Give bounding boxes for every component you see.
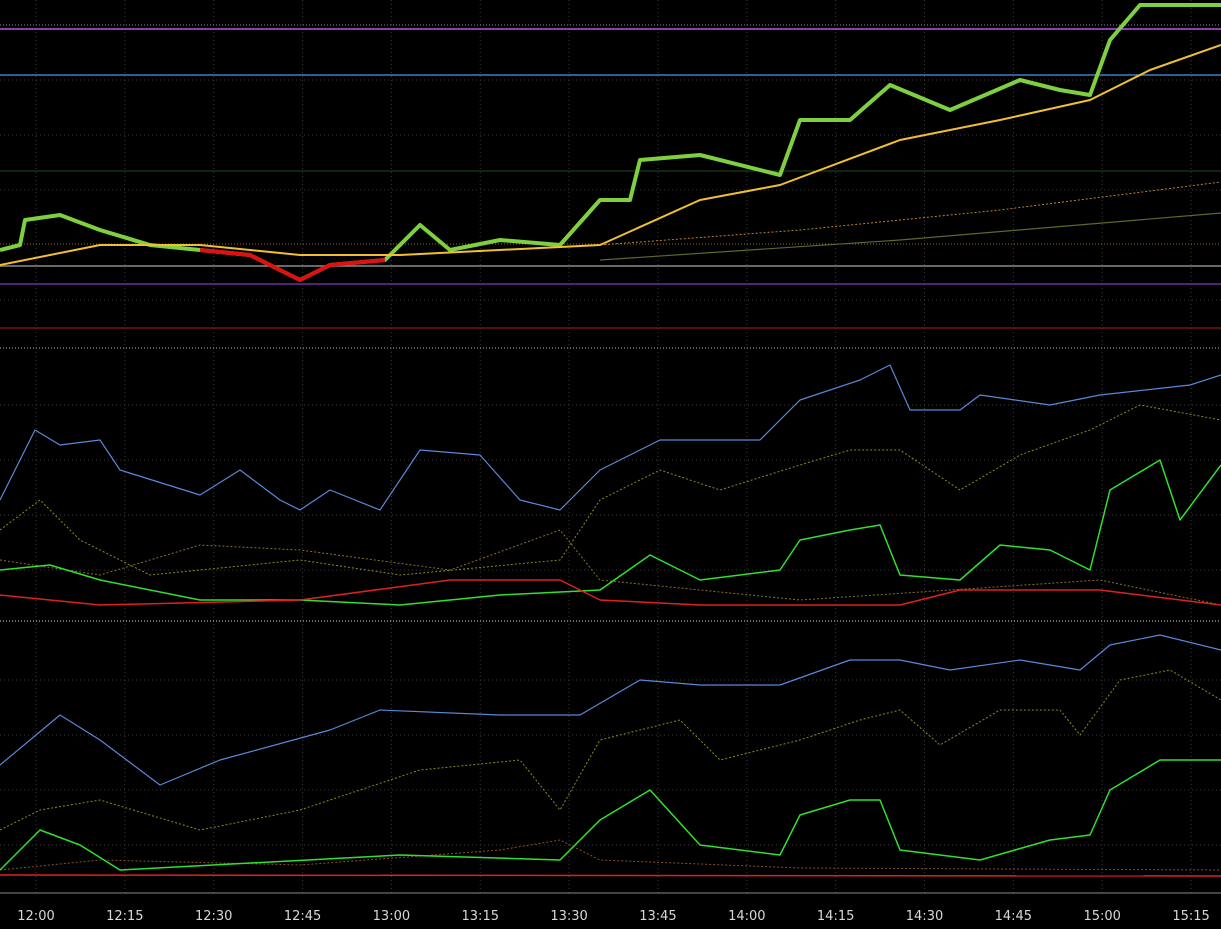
time-label: 15:15: [1172, 909, 1209, 924]
moving-average-slow: [599, 212, 1221, 261]
time-label: 12:15: [106, 909, 143, 924]
time-label: 13:00: [373, 909, 410, 924]
indicator-line: [0, 874, 1221, 877]
horizontal-grid: [0, 79, 1221, 846]
vertical-grid: [35, 0, 1192, 893]
time-label: 15:00: [1083, 909, 1120, 924]
indicator-line: [0, 839, 1221, 871]
time-label: 14:30: [906, 909, 943, 924]
time-label: 14:45: [995, 909, 1032, 924]
indicator-line: [0, 364, 1221, 511]
time-label: 12:00: [17, 909, 54, 924]
indicator-line: [0, 529, 1221, 606]
time-label: 13:45: [639, 909, 676, 924]
time-label: 14:00: [728, 909, 765, 924]
time-label: 12:45: [284, 909, 321, 924]
time-axis: 12:00 12:15 12:30 12:45 13:00 13:15 13:30 13:45…: [17, 909, 1210, 924]
indicator-line: [0, 579, 1221, 606]
price-candles: [0, 3, 1221, 282]
indicator-line: [0, 634, 1221, 786]
indicator-line: [0, 459, 1221, 606]
indicator-line: [0, 759, 1221, 871]
indicator-line: [0, 669, 1221, 831]
moving-average: [0, 44, 1221, 266]
time-label: 13:30: [550, 909, 587, 924]
time-label: 13:15: [462, 909, 499, 924]
indicator-line: [0, 404, 1221, 576]
time-label: 12:30: [195, 909, 232, 924]
time-label: 14:15: [817, 909, 854, 924]
price-candles-down: [199, 248, 386, 282]
moving-average-long: [599, 181, 1221, 246]
